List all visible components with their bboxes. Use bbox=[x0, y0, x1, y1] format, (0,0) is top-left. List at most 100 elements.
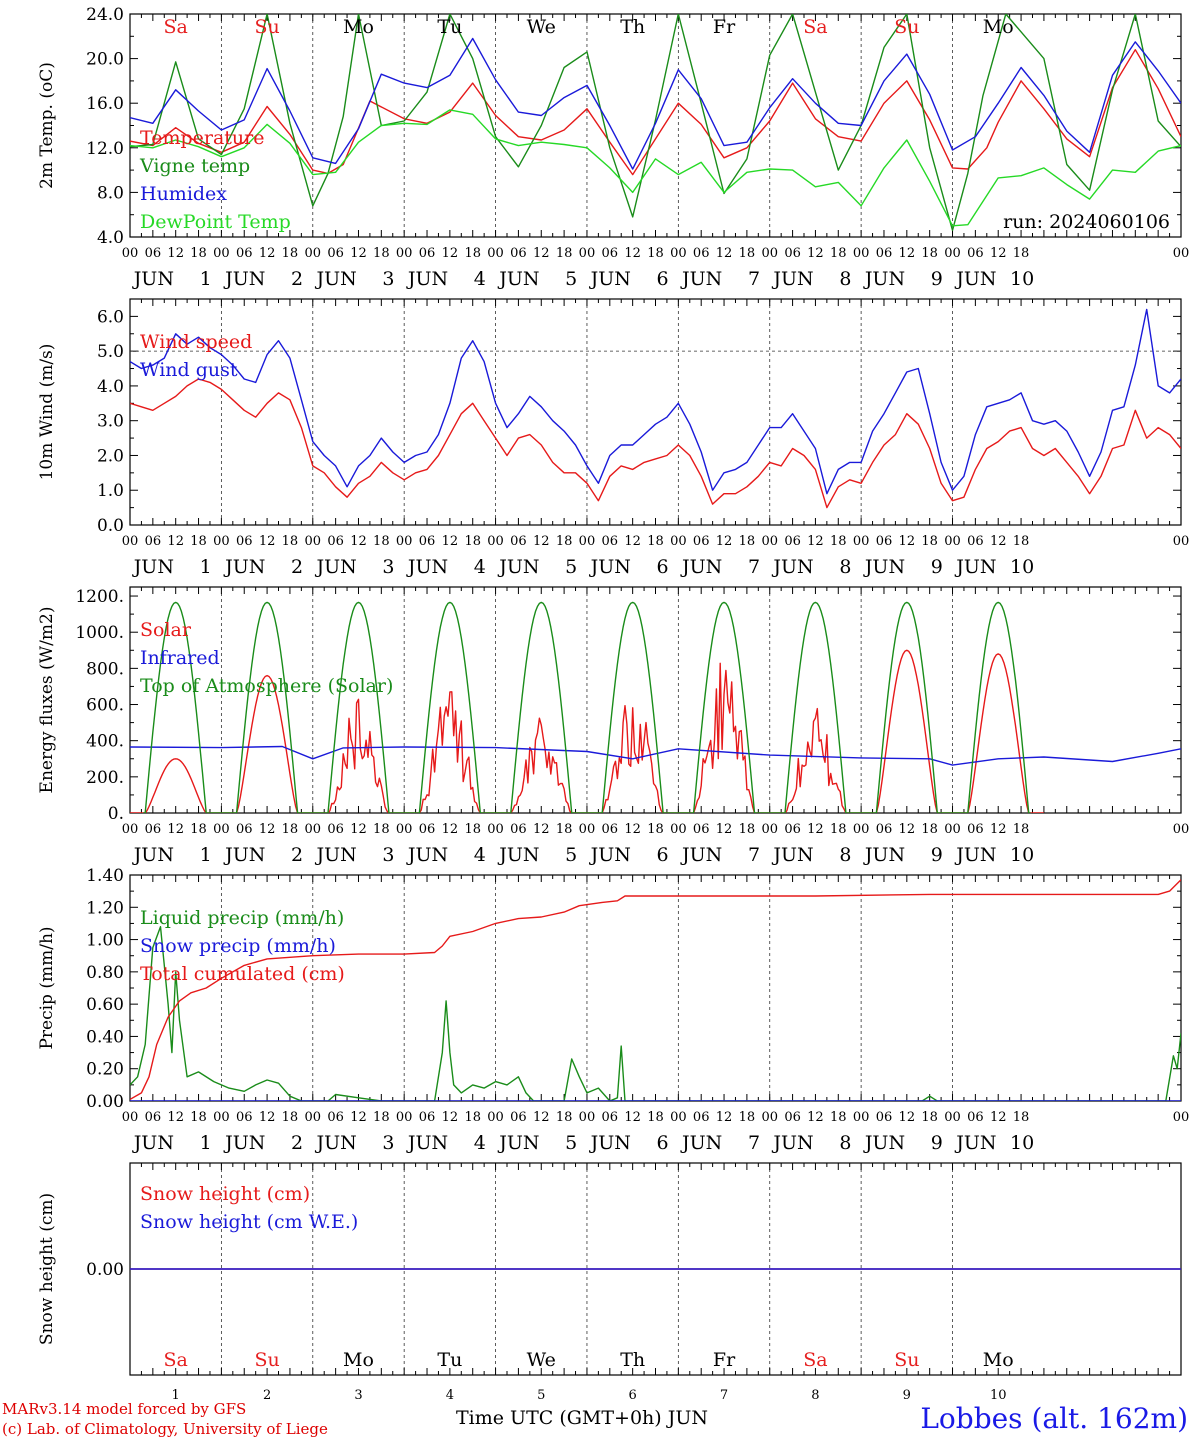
hour-tick-label: 06 bbox=[693, 1110, 710, 1125]
month-label: JUN bbox=[406, 556, 448, 578]
hour-tick-label: 12 bbox=[716, 246, 733, 261]
weekday-label: Mo bbox=[343, 1349, 374, 1371]
hour-tick-label: 00 bbox=[487, 822, 504, 837]
hour-tick-label: 00 bbox=[944, 822, 961, 837]
hour-tick-label: 12 bbox=[167, 822, 184, 837]
hour-tick-label: 06 bbox=[236, 1110, 253, 1125]
x-axis-label: Time UTC (GMT+0h) JUN bbox=[456, 1407, 708, 1429]
day-label: 9 bbox=[931, 268, 943, 290]
month-label: JUN bbox=[132, 844, 174, 866]
hour-tick-label: 12 bbox=[350, 1110, 367, 1125]
day-number-label: 5 bbox=[537, 1388, 545, 1403]
month-label: JUN bbox=[589, 1132, 631, 1154]
weekday-label: Tu bbox=[437, 16, 462, 38]
weekday-label: Sa bbox=[803, 1349, 827, 1371]
hour-tick-label: 06 bbox=[693, 534, 710, 549]
y-tick-label: 4.0 bbox=[97, 228, 124, 248]
legend-entry: Snow height (cm) bbox=[140, 1183, 310, 1205]
hour-tick-label: 12 bbox=[624, 246, 641, 261]
y-tick-label: 0.00 bbox=[86, 1092, 124, 1112]
month-label: JUN bbox=[863, 268, 905, 290]
hour-tick-label: 00 bbox=[853, 246, 870, 261]
hour-tick-label: 18 bbox=[830, 822, 847, 837]
legend-entry: Wind gust bbox=[140, 359, 238, 381]
hour-tick-label: 18 bbox=[1013, 534, 1030, 549]
legend-entry: Infrared bbox=[140, 647, 220, 669]
hour-tick-label: 12 bbox=[807, 1110, 824, 1125]
weekday-label: Th bbox=[620, 16, 645, 38]
weekday-label: Fr bbox=[713, 1349, 736, 1371]
hour-tick-label: 18 bbox=[556, 1110, 573, 1125]
series-top-of-atmosphere-solar- bbox=[143, 601, 1031, 813]
day-number-label: 9 bbox=[903, 1388, 911, 1403]
series-wind-speed bbox=[130, 378, 1181, 509]
hour-tick-label: 00 bbox=[670, 1110, 687, 1125]
hour-tick-label: 06 bbox=[876, 246, 893, 261]
hour-tick-label: 00 bbox=[122, 534, 139, 549]
y-tick-label: 0.00 bbox=[86, 1260, 124, 1280]
hour-tick-label: 06 bbox=[602, 534, 619, 549]
hour-tick-label: 12 bbox=[442, 822, 459, 837]
month-label: JUN bbox=[771, 556, 813, 578]
y-tick-label: 12.0 bbox=[86, 139, 124, 159]
hour-tick-label: 00 bbox=[579, 822, 596, 837]
series-temperature bbox=[130, 49, 1181, 176]
hour-tick-label: 06 bbox=[510, 246, 527, 261]
month-label: JUN bbox=[589, 844, 631, 866]
hour-tick-label: 18 bbox=[464, 246, 481, 261]
hour-tick-label: 18 bbox=[373, 246, 390, 261]
y-tick-label: 8.0 bbox=[97, 183, 124, 203]
day-label: 1 bbox=[200, 1132, 212, 1154]
hour-tick-label: 00 bbox=[396, 1110, 413, 1125]
y-tick-label: 0.40 bbox=[86, 1027, 124, 1047]
weekday-label: Su bbox=[894, 1349, 919, 1371]
hour-tick-label: 00 bbox=[487, 246, 504, 261]
series-liquid-precip-mm-h- bbox=[130, 926, 1181, 1101]
hour-tick-label: 00 bbox=[396, 534, 413, 549]
legend-entry: Snow precip (mm/h) bbox=[140, 935, 336, 957]
hour-tick-label: 12 bbox=[259, 822, 276, 837]
day-label: 7 bbox=[748, 1132, 760, 1154]
day-number-label: 4 bbox=[446, 1388, 454, 1403]
hour-tick-label: 06 bbox=[693, 246, 710, 261]
weekday-label: Su bbox=[894, 16, 919, 38]
y-tick-label: 1.0 bbox=[97, 481, 124, 501]
y-tick-label: 6.0 bbox=[97, 307, 124, 327]
month-label: JUN bbox=[589, 556, 631, 578]
hour-tick-label: 18 bbox=[464, 534, 481, 549]
day-label: 2 bbox=[291, 556, 303, 578]
hour-tick-label: 06 bbox=[327, 1110, 344, 1125]
hour-tick-label: 12 bbox=[990, 246, 1007, 261]
day-label: 8 bbox=[839, 844, 851, 866]
month-label: JUN bbox=[314, 268, 356, 290]
day-number-label: 8 bbox=[811, 1388, 819, 1403]
hour-tick-label: 06 bbox=[510, 1110, 527, 1125]
hour-tick-label: 18 bbox=[1013, 246, 1030, 261]
day-label: 3 bbox=[382, 556, 394, 578]
month-label: JUN bbox=[771, 844, 813, 866]
hour-tick-label: 06 bbox=[145, 246, 162, 261]
day-label: 10 bbox=[1010, 268, 1034, 290]
hour-tick-label: 06 bbox=[876, 534, 893, 549]
hour-tick-label: 12 bbox=[624, 822, 641, 837]
day-label: 2 bbox=[291, 844, 303, 866]
hour-tick-label: 06 bbox=[967, 822, 984, 837]
hour-tick-label: 00 bbox=[487, 534, 504, 549]
hour-tick-label: 00 bbox=[1173, 822, 1190, 837]
y-axis-label: Energy fluxes (W/m2) bbox=[37, 607, 57, 794]
hour-tick-label: 06 bbox=[693, 822, 710, 837]
weekday-label: Th bbox=[620, 1349, 645, 1371]
hour-tick-label: 12 bbox=[899, 246, 916, 261]
hour-tick-label: 12 bbox=[899, 1110, 916, 1125]
weekday-label: Su bbox=[254, 1349, 279, 1371]
hour-tick-label: 18 bbox=[830, 1110, 847, 1125]
month-label: JUN bbox=[771, 1132, 813, 1154]
day-label: 5 bbox=[565, 268, 577, 290]
legend-entry: Total cumulated (cm) bbox=[140, 963, 345, 985]
hour-tick-label: 12 bbox=[533, 1110, 550, 1125]
legend-entry: Humidex bbox=[140, 183, 227, 205]
hour-tick-label: 12 bbox=[442, 1110, 459, 1125]
hour-tick-label: 18 bbox=[739, 1110, 756, 1125]
hour-tick-label: 18 bbox=[282, 246, 299, 261]
day-label: 4 bbox=[474, 1132, 486, 1154]
